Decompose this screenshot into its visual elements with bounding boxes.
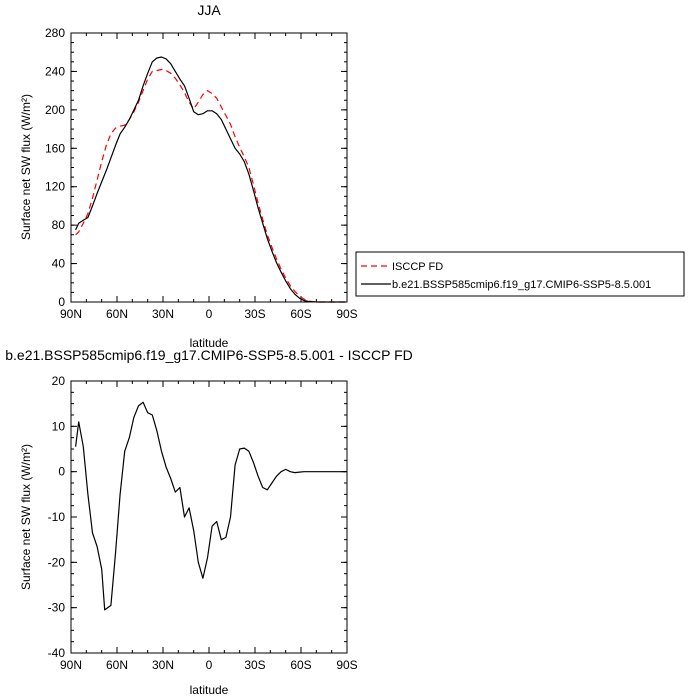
top-x-tick-label: 90N (60, 307, 82, 321)
top-x-tick-label: 60S (290, 307, 311, 321)
bottom-x-tick-label: 30S (244, 658, 265, 672)
legend: ISCCP FD b.e21.BSSP585cmip6.f19_g17.CMIP… (355, 251, 685, 297)
bottom-y-tick-label: -10 (48, 510, 66, 524)
bottom-x-tick-label: 90S (336, 658, 357, 672)
top-y-tick-label: 280 (45, 26, 65, 40)
bottom-xlabel: latitude (190, 683, 229, 697)
bottom-panel-title: b.e21.BSSP585cmip6.f19_g17.CMIP6-SSP5-8.… (5, 347, 413, 363)
legend-box (355, 251, 685, 297)
bottom-x-tick-label: 30N (152, 658, 174, 672)
top-x-tick-label: 30S (244, 307, 265, 321)
top-ylabel: Surface net SW flux (W/m²) (19, 94, 33, 240)
top-y-tick-label: 240 (45, 64, 65, 78)
bottom-ticks: -40 -30 -20 -10 0 10 20 90N 60N 30N 0 30S 60S 90S (48, 374, 358, 672)
bottom-y-tick-label: -40 (48, 646, 66, 660)
top-panel: JJA 0 40 80 120 160 200 240 280 90N 60N 30N 0 30S 60S… (19, 2, 358, 350)
top-series-line-0 (75, 68, 346, 303)
top-x-tick-label: 60N (106, 307, 128, 321)
top-ticks: 0 40 80 120 160 200 240 280 90N 60N 30N 0 30S 60S 90S (45, 26, 358, 321)
bottom-series (75, 401, 346, 611)
top-plot-frame (70, 32, 348, 303)
top-y-tick-label: 160 (45, 141, 65, 155)
bottom-panel: b.e21.BSSP585cmip6.f19_g17.CMIP6-SSP5-8.… (5, 347, 413, 697)
bottom-y-tick-label: -20 (48, 555, 66, 569)
top-series (75, 56, 346, 303)
top-xlabel: latitude (190, 336, 229, 350)
top-y-tick-label: 120 (45, 180, 65, 194)
bottom-ylabel: Surface net SW flux (W/m²) (19, 444, 33, 590)
bottom-y-tick-label: 10 (52, 419, 66, 433)
bottom-x-tick-label: 60N (106, 658, 128, 672)
top-x-tick-label: 90S (336, 307, 357, 321)
bottom-y-tick-label: -30 (48, 601, 66, 615)
bottom-x-tick-label: 0 (206, 658, 213, 672)
top-y-tick-label: 200 (45, 103, 65, 117)
top-y-tick-label: 80 (52, 218, 66, 232)
top-x-tick-label: 0 (206, 307, 213, 321)
top-y-tick-label: 40 (52, 257, 66, 271)
legend-label-isccp: ISCCP FD (392, 261, 443, 273)
bottom-y-tick-label: 0 (58, 465, 65, 479)
bottom-series-line-0 (75, 401, 346, 611)
bottom-plot-frame (70, 380, 348, 654)
top-panel-title: JJA (197, 2, 221, 18)
bottom-x-tick-label: 60S (290, 658, 311, 672)
top-series-line-1 (75, 56, 346, 303)
top-y-tick-label: 0 (58, 295, 65, 309)
bottom-y-tick-label: 20 (52, 374, 66, 388)
bottom-x-tick-label: 90N (60, 658, 82, 672)
legend-label-model: b.e21.BSSP585cmip6.f19_g17.CMIP6-SSP5-8.… (392, 279, 651, 291)
top-x-tick-label: 30N (152, 307, 174, 321)
